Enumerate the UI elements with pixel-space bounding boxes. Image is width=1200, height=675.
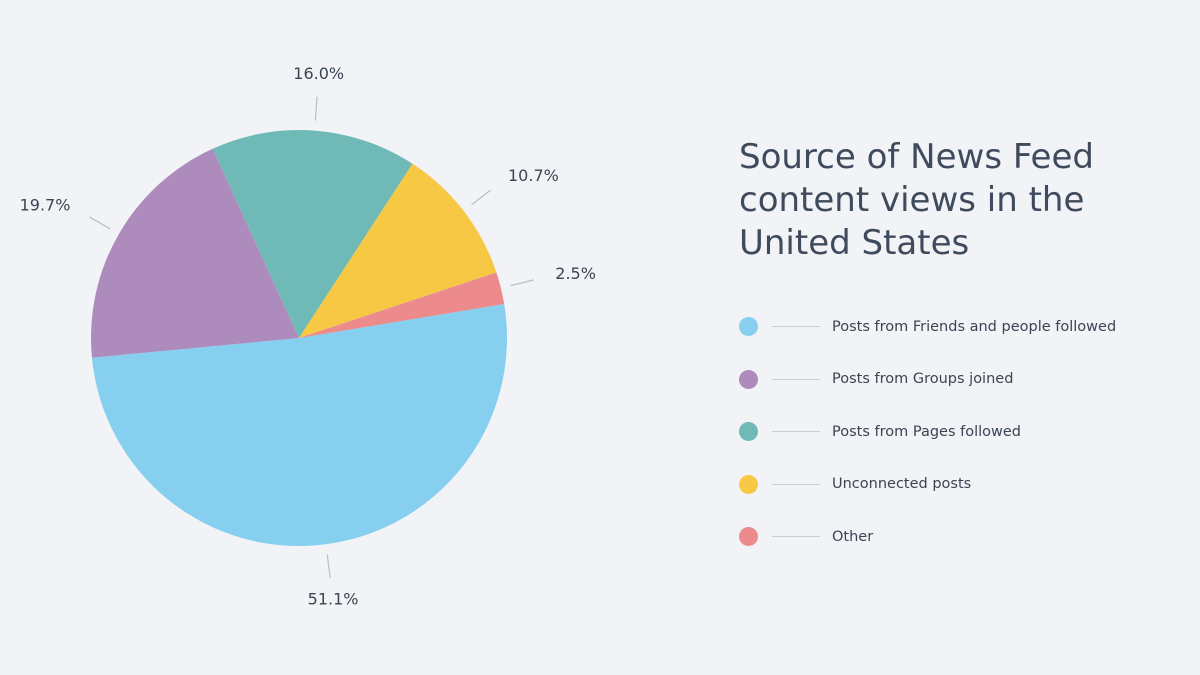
legend-item-groups: Posts from Groups joined	[739, 362, 1116, 397]
chart-title: Source of News Feed content views in the…	[739, 137, 1094, 263]
pie-slice-friends	[91, 304, 508, 547]
legend-item-unconnected: Unconnected posts	[739, 467, 1116, 502]
percent-label-friends: 51.1%	[308, 589, 359, 608]
legend-label-pages: Posts from Pages followed	[832, 423, 1022, 440]
percent-label-groups: 19.7%	[20, 195, 71, 214]
leader-line-unconnected	[471, 189, 491, 206]
legend-label-other: Other	[832, 528, 874, 545]
legend-item-pages: Posts from Pages followed	[739, 414, 1116, 449]
legend-label-friends: Posts from Friends and people followed	[832, 318, 1117, 335]
percent-label-other: 2.5%	[555, 264, 596, 283]
leader-line-pages	[314, 96, 318, 121]
legend-swatch-groups	[739, 369, 758, 389]
legend: Posts from Friends and people followed P…	[739, 309, 1116, 572]
pie-slice-groups	[91, 148, 299, 358]
pie-slice-unconnected	[299, 163, 497, 338]
leader-line-friends	[326, 554, 331, 579]
leader-line-groups	[89, 216, 111, 230]
leader-lines	[89, 96, 535, 579]
legend-label-unconnected: Unconnected posts	[832, 476, 972, 493]
percent-labels: 51.1% 19.7% 16.0% 10.7% 2.5%	[20, 64, 596, 608]
legend-label-groups: Posts from Groups joined	[832, 371, 1014, 388]
legend-swatch-unconnected	[739, 474, 758, 494]
percent-label-pages: 16.0%	[293, 64, 344, 83]
legend-item-friends: Posts from Friends and people followed	[739, 309, 1116, 344]
legend-connector	[772, 378, 820, 380]
legend-connector	[772, 483, 820, 485]
legend-swatch-other	[739, 527, 758, 547]
legend-connector	[772, 326, 820, 327]
leader-line-other	[510, 279, 535, 287]
percent-label-unconnected: 10.7%	[508, 166, 559, 185]
legend-connector	[772, 536, 820, 538]
pie-slice-other	[299, 272, 505, 338]
pie-slices	[91, 129, 508, 547]
legend-swatch-pages	[739, 422, 758, 442]
legend-connector	[772, 431, 820, 433]
legend-item-other: Other	[739, 519, 1116, 554]
pie-slice-pages	[212, 129, 413, 338]
legend-swatch-friends	[739, 317, 758, 336]
